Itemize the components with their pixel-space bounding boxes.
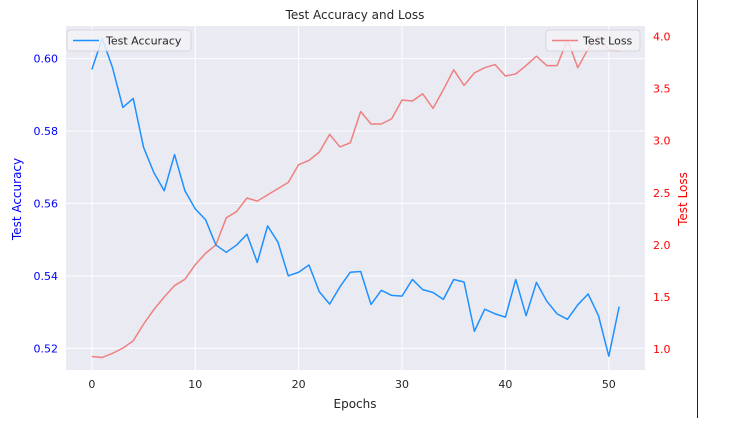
right-tick-label: 3.0: [653, 135, 671, 148]
right-tick-label: 2.0: [653, 239, 671, 252]
series-lines: [91, 35, 620, 359]
x-tick-label: 0: [88, 378, 95, 391]
x-tick-label: 30: [395, 378, 409, 391]
x-tick-label: 50: [602, 378, 616, 391]
x-tick-label: 40: [498, 378, 512, 391]
right-tick-label: 1.0: [653, 343, 671, 356]
right-axis-ticks: 1.0 1.5 2.0 2.5 3.0 3.5 4.0: [653, 30, 671, 356]
right-tick-label: 4.0: [653, 30, 671, 43]
grid: [66, 26, 645, 370]
window-edge-divider: [697, 0, 698, 418]
series-line-test-loss: [91, 35, 620, 359]
x-tick-label: 20: [292, 378, 306, 391]
chart-title: Test Accuracy and Loss: [285, 8, 425, 22]
legend-accuracy: Test Accuracy: [66, 29, 192, 52]
left-axis-ticks: 0.52 0.54 0.56 0.58 0.60: [34, 53, 59, 356]
legend-label-accuracy: Test Accuracy: [105, 35, 182, 48]
x-axis-label: Epochs: [334, 397, 377, 411]
left-axis-label: Test Accuracy: [10, 158, 24, 241]
left-tick-label: 0.60: [34, 53, 59, 66]
series-line-test-accuracy: [91, 37, 620, 357]
plot-area: [66, 26, 645, 370]
legend-loss: Test Loss: [545, 29, 641, 52]
x-tick-label: 10: [188, 378, 202, 391]
right-axis-label: Test Loss: [676, 172, 690, 227]
left-tick-label: 0.54: [34, 270, 59, 283]
right-tick-label: 1.5: [653, 291, 671, 304]
left-tick-label: 0.52: [34, 342, 59, 355]
legend-label-loss: Test Loss: [582, 35, 633, 48]
right-tick-label: 3.5: [653, 83, 671, 96]
x-axis-ticks: 0 10 20 30 40 50: [88, 378, 615, 391]
left-tick-label: 0.56: [34, 197, 59, 210]
left-tick-label: 0.58: [34, 125, 59, 138]
right-tick-label: 2.5: [653, 187, 671, 200]
